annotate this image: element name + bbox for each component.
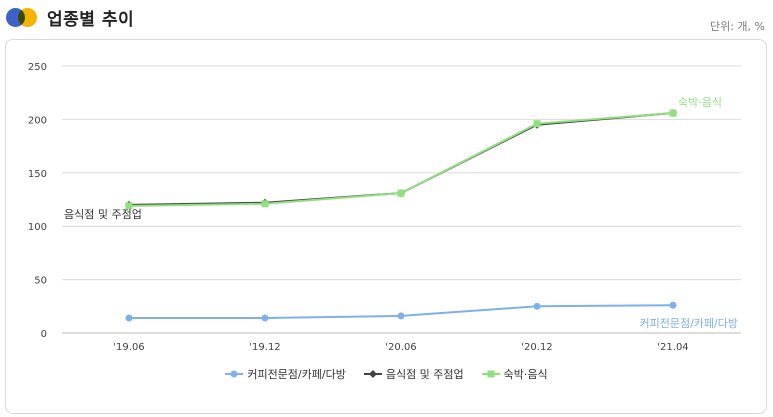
- data-point: [125, 202, 133, 210]
- chart-legend: 커피전문점/카페/다방 음식점 및 주점업 숙박·음식: [0, 366, 773, 382]
- legend-item[interactable]: 숙박·음식: [481, 366, 548, 382]
- legend-label: 숙박·음식: [503, 368, 548, 381]
- x-tick-label: '20.12: [521, 342, 552, 353]
- legend-item[interactable]: 커피전문점/카페/다방: [225, 366, 346, 382]
- y-tick-label: 50: [34, 276, 47, 287]
- brand-logo-icon: [6, 6, 38, 28]
- legend-label: 음식점 및 주점업: [385, 368, 464, 381]
- legend-marker-icon: [225, 370, 244, 378]
- data-point: [397, 189, 405, 197]
- y-tick-label: 200: [28, 115, 47, 126]
- y-tick-label: 250: [28, 62, 47, 73]
- data-point: [397, 312, 405, 320]
- y-tick-label: 150: [28, 169, 47, 180]
- data-point: [533, 302, 541, 310]
- x-tick-label: '19.12: [249, 342, 280, 353]
- page-title: 업종별 추이: [47, 9, 135, 30]
- y-tick-label: 0: [41, 329, 47, 340]
- section-header: 업종별 추이: [6, 4, 134, 30]
- data-point: [261, 314, 269, 322]
- data-point: [669, 301, 677, 309]
- legend-item[interactable]: 음식점 및 주점업: [363, 366, 464, 382]
- x-tick-label: '21.04: [657, 342, 688, 353]
- unit-label: 단위: 개, %: [709, 20, 765, 33]
- series-label: 숙박·음식: [678, 96, 722, 109]
- legend-marker-icon: [481, 370, 500, 378]
- data-point: [533, 120, 541, 128]
- data-point: [125, 314, 133, 322]
- y-tick-label: 100: [28, 222, 47, 233]
- legend-label: 커피전문점/카페/다방: [247, 368, 346, 381]
- data-point: [669, 109, 677, 117]
- x-tick-label: '20.06: [385, 342, 416, 353]
- legend-marker-icon: [363, 370, 382, 378]
- x-tick-label: '19.06: [113, 342, 144, 353]
- data-point: [261, 200, 269, 208]
- series-label: 커피전문점/카페/다방: [640, 317, 739, 330]
- series-label: 음식점 및 주점업: [64, 208, 142, 221]
